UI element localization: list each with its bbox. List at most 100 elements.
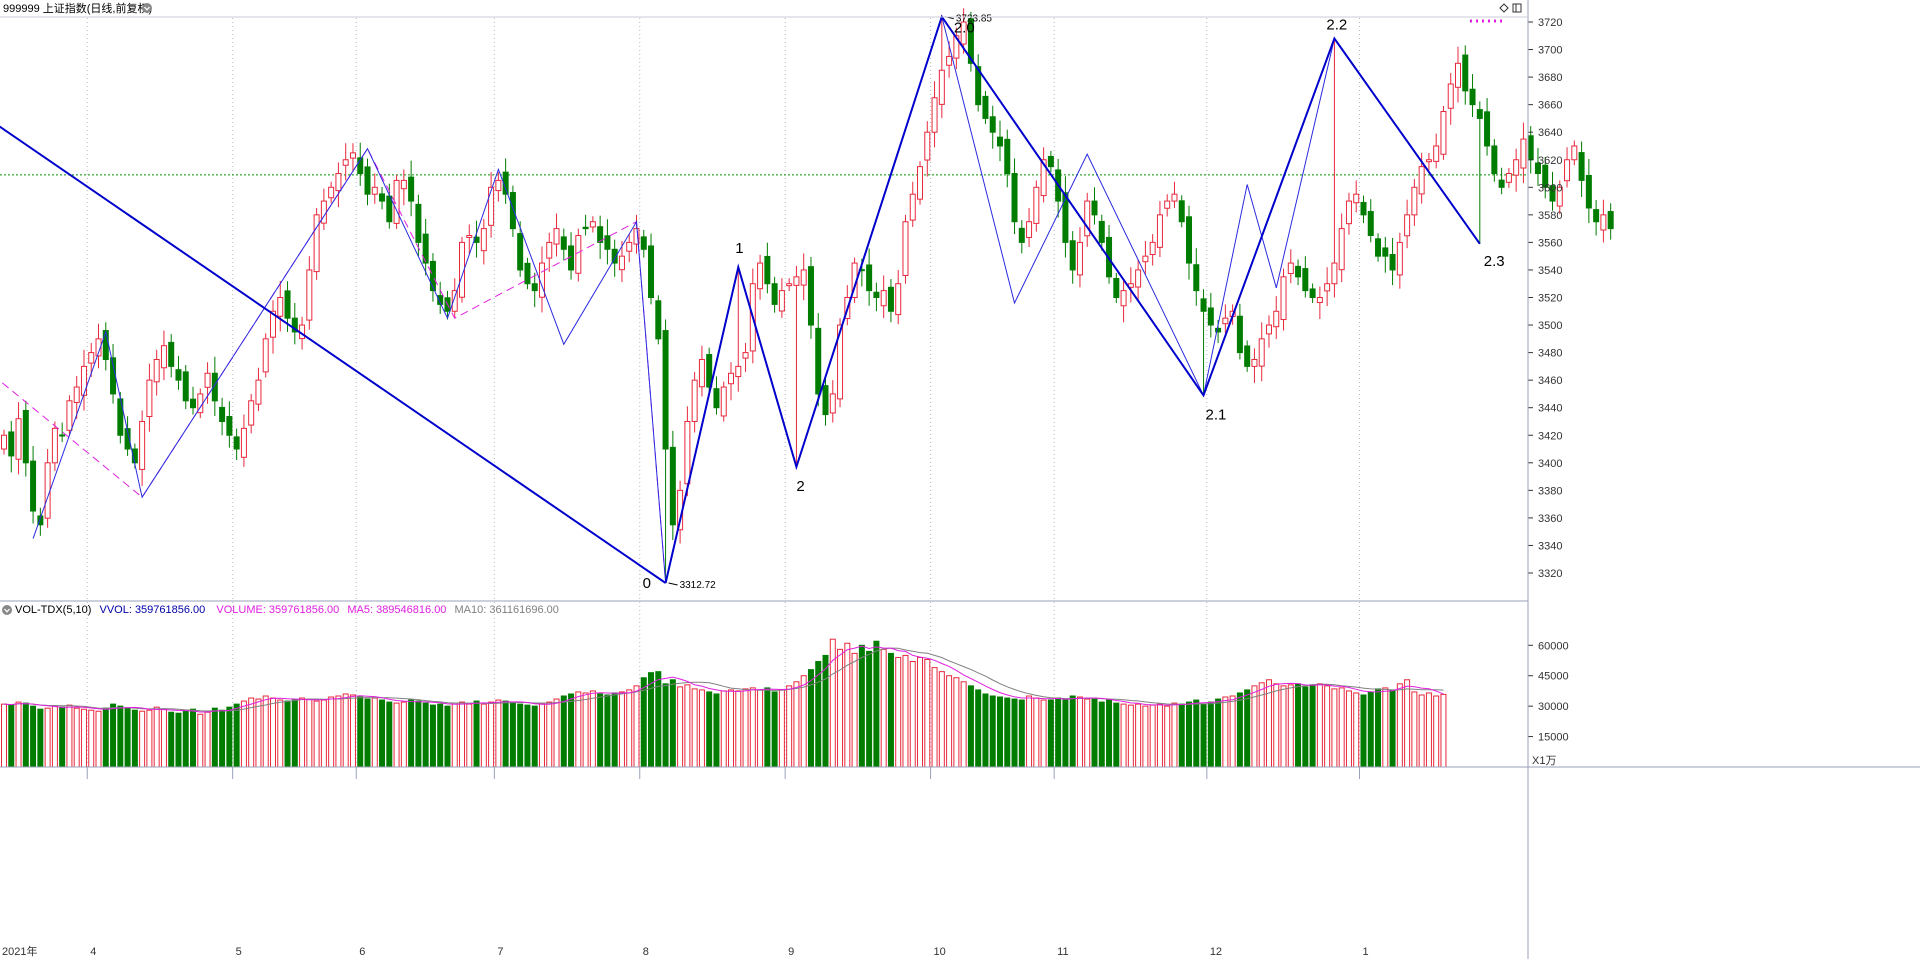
volume-bar-up [393,702,400,768]
volume-bar-down [386,701,393,768]
candle-down [1047,155,1054,168]
price-tick-label: 3700 [1538,45,1562,57]
candle-up [902,221,909,276]
volume-bar-down [1309,684,1316,768]
volume-bar-up [1222,696,1229,768]
candle-up [1505,173,1512,183]
volume-bar-up [1135,703,1142,768]
candle-down [1186,216,1193,264]
volume-bar-down [764,687,771,768]
volume-ma5-line [3,645,1444,713]
candle-up [1440,111,1447,155]
candle-up [1120,290,1127,307]
volume-bar-up [931,667,938,768]
volume-bar-down [357,696,364,768]
volume-bar-up [204,711,211,768]
volume-bar-down [219,709,226,768]
volume-bar-down [408,699,415,768]
candle-up [1564,159,1571,182]
price-tick-label: 3360 [1538,513,1562,525]
candle-down [604,235,611,250]
price-tick-label: 3480 [1538,348,1562,360]
price-tick-label: 3540 [1538,265,1562,277]
price-tick-label: 3580 [1538,210,1562,222]
restore-window-icon[interactable] [1512,3,1522,13]
candle-down [1113,277,1120,299]
candle-up [328,186,335,199]
volume-bar-up [146,709,153,768]
volume-bar-up [880,648,887,768]
volume-bar-up [1345,690,1352,768]
volume-bar-down [1389,689,1396,768]
candle-down [713,388,720,409]
volume-bar-down [996,696,1003,768]
volume-bar-up [626,689,633,768]
volume-bar-up [480,703,487,768]
volume-bar-up [1076,696,1083,768]
volume-bar-up [1142,705,1149,768]
candle-down [226,416,233,436]
volume-bar-up [306,698,313,768]
volume-bar-up [313,700,320,768]
candle-down [1244,345,1251,367]
candle-up [626,241,633,252]
candle-down [568,245,575,271]
volume-bar-down [1215,698,1222,768]
candle-up [684,420,691,485]
legend-ma5: MA5: 389546816.00 [347,604,446,616]
volume-bar-up [1229,695,1236,768]
candle-down [1178,200,1185,223]
candle-down [1309,288,1316,299]
volume-bar-down [59,706,66,768]
chevron-down-icon[interactable] [142,3,152,13]
candle-up [44,462,51,519]
candle-up [1033,186,1040,224]
price-tick-label: 3380 [1538,485,1562,497]
candle-down [989,116,996,133]
candle-up [1149,241,1156,256]
candle-down [967,18,974,64]
candle-up [1222,317,1229,325]
diamond-icon[interactable] [1499,3,1509,13]
volume-bar-down [858,644,865,768]
candle-down [175,369,182,381]
candle-down [1011,173,1018,223]
volume-bar-up [1338,687,1345,768]
wave-label: 2.2 [1326,17,1347,34]
candle-down [1200,298,1207,312]
volume-bar-down [429,704,436,768]
candle-up [1280,276,1287,321]
volume-bar-up [88,709,95,768]
volume-bar-up [895,656,902,768]
candle-up [946,55,953,66]
candle-up [1345,200,1352,225]
volume-bar-up [582,692,589,768]
price-tick-label: 3500 [1538,320,1562,332]
volume-bar-up [262,695,269,768]
candle-down [1004,138,1011,175]
volume-tick-label: 45000 [1538,671,1569,683]
volume-bar-up [698,689,705,768]
candle-down [182,371,189,402]
candle-down [1215,327,1222,333]
volume-bar-up [1280,685,1287,768]
candle-up [480,228,487,252]
volume-bar-up [1273,683,1280,768]
volume-ma-group [3,645,1444,713]
volume-collapse-icon[interactable] [2,605,12,615]
month-label: 7 [497,946,503,958]
candle-down [429,260,436,292]
volume-bar-up [924,658,931,768]
volume-bar-up [320,699,327,768]
candle-down [1236,315,1243,354]
candle-up [248,400,255,426]
candle-down [1098,220,1105,243]
volume-bar-up [742,688,749,768]
candle-up [793,276,800,286]
volume-bar-up [1425,692,1432,768]
volume-bar-up [342,693,349,768]
candle-down [560,236,567,250]
volume-tick-label: 30000 [1538,701,1569,713]
volume-bar-down [989,695,996,768]
volume-bar-down [102,707,109,768]
